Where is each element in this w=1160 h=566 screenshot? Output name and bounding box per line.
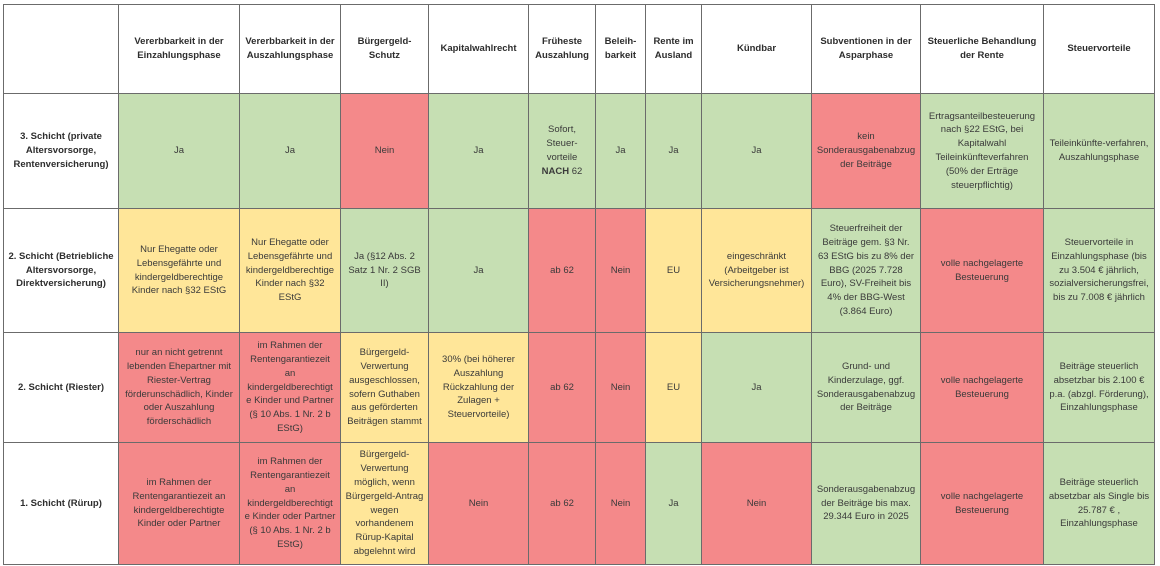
table-cell: Ja xyxy=(701,332,812,443)
table-cell: Sofort, Steuer-vorteile NACH 62 xyxy=(528,93,596,209)
table-cell: nur an nicht getrennt lebenden Ehepartne… xyxy=(118,332,240,443)
table-cell: Grund- und Kinderzulage, ggf. Sonderausg… xyxy=(811,332,921,443)
table-cell: ab 62 xyxy=(528,332,596,443)
table-cell: im Rahmen der Rentengarantiezeit an kind… xyxy=(239,332,341,443)
table-cell: ab 62 xyxy=(528,442,596,565)
table-cell: im Rahmen der Rentengarantiezeit an kind… xyxy=(239,442,341,565)
table-row: 2. Schicht (Riester) nur an nicht getrenn… xyxy=(3,332,1155,443)
table-cell: Ja xyxy=(701,93,812,209)
table-cell: EU xyxy=(645,208,702,333)
cell-text: 62 xyxy=(569,165,583,177)
table-row: 3. Schicht (private Altersvorsorge, Rent… xyxy=(3,93,1155,209)
column-header-kündbar: Kündbar xyxy=(701,4,812,94)
table-cell: Beiträge steuerlich absetzbar bis 2.100 … xyxy=(1043,332,1155,443)
column-header-früheste-auszahlung: Früheste Auszahlung xyxy=(528,4,596,94)
table-row: 1. Schicht (Rürup) im Rahmen der Rentenga… xyxy=(3,442,1155,565)
row-header: 2. Schicht (Betriebliche Altersvorsorge,… xyxy=(3,208,119,333)
table-cell: 30% (bei höherer Auszahlung Rückzahlung … xyxy=(428,332,529,443)
table-cell: Nein xyxy=(428,442,529,565)
table-cell: Ja xyxy=(645,93,702,209)
column-header-kapitalwahlrecht: Kapitalwahlrecht xyxy=(428,4,529,94)
cell-text: Sofort, Steuer-vorteile xyxy=(546,124,578,163)
column-header-rente-im-ausland: Rente im Ausland xyxy=(645,4,702,94)
column-header-vererbbarkeit-in-der-auszahlungsphase: Vererbbarkeit in der Auszahlungsphase xyxy=(239,4,341,94)
column-header-steuerliche-behandlung-der-rente: Steuerliche Behandlung der Rente xyxy=(920,4,1044,94)
table-cell: volle nachgelagerte Besteuerung xyxy=(920,442,1044,565)
table-cell: EU xyxy=(645,332,702,443)
row-header: 2. Schicht (Riester) xyxy=(3,332,119,443)
table-cell: Ja (§12 Abs. 2 Satz 1 Nr. 2 SGB II) xyxy=(340,208,429,333)
column-header-steuervorteile: Steuervorteile xyxy=(1043,4,1155,94)
column-header-bürgergeld-schutz: Bürgergeld-Schutz xyxy=(340,4,429,94)
table-cell: Bürgergeld-Verwertung ausgeschlossen, so… xyxy=(340,332,429,443)
table-cell: Nein xyxy=(340,93,429,209)
row-header: 1. Schicht (Rürup) xyxy=(3,442,119,565)
table-cell: Nein xyxy=(701,442,812,565)
row-header: 3. Schicht (private Altersvorsorge, Rent… xyxy=(3,93,119,209)
table-cell: Steuervorteile in Einzahlungsphase (bis … xyxy=(1043,208,1155,333)
table-cell: Ja xyxy=(595,93,646,209)
header-corner-cell xyxy=(3,4,119,94)
table-cell: Ja xyxy=(428,208,529,333)
table-cell: Nur Ehegatte oder Lebensgefährte und kin… xyxy=(118,208,240,333)
table-cell: Nur Ehegatte oder Lebensgefährte und kin… xyxy=(239,208,341,333)
table-cell: Nein xyxy=(595,332,646,443)
table-cell: Nein xyxy=(595,442,646,565)
comparison-table: Vererbbarkeit in der Einzahlungsphase Ver… xyxy=(3,4,1155,565)
table-cell: ab 62 xyxy=(528,208,596,333)
column-header-vererbbarkeit-in-der-einzahlungsphase: Vererbbarkeit in der Einzahlungsphase xyxy=(118,4,240,94)
table-cell: Ja xyxy=(239,93,341,209)
table-cell: Beiträge steuerlich absetzbar als Single… xyxy=(1043,442,1155,565)
table-cell: volle nachgelagerte Besteuerung xyxy=(920,208,1044,333)
table-row: 2. Schicht (Betriebliche Altersvorsorge,… xyxy=(3,208,1155,333)
column-header-subventionen-in-der-asparphase: Subventionen in der Asparphase xyxy=(811,4,921,94)
header-row: Vererbbarkeit in der Einzahlungsphase Ver… xyxy=(3,4,1155,94)
table-cell: eingeschränkt (Arbeitgeber ist Versicher… xyxy=(701,208,812,333)
table-cell: Bürgergeld-Verwertung möglich, wenn Bürg… xyxy=(340,442,429,565)
table-cell: Ja xyxy=(645,442,702,565)
table-cell: kein Sonderausgabenabzug der Beiträge xyxy=(811,93,921,209)
table-cell: im Rahmen der Rentengarantiezeit an kind… xyxy=(118,442,240,565)
table-cell: Sonderausgabenabzug der Beiträge bis max… xyxy=(811,442,921,565)
table-cell: Ja xyxy=(428,93,529,209)
table-cell: Teileinkünfte-verfahren, Auszahlungsphas… xyxy=(1043,93,1155,209)
table-cell: Ja xyxy=(118,93,240,209)
table-cell: volle nachgelagerte Besteuerung xyxy=(920,332,1044,443)
cell-emphasis: NACH xyxy=(541,165,570,177)
table-cell: Nein xyxy=(595,208,646,333)
table-cell: Ertragsanteilbesteuerung nach §22 EStG, … xyxy=(920,93,1044,209)
table-cell: Steuerfreiheit der Beiträge gem. §3 Nr. … xyxy=(811,208,921,333)
column-header-beleih-barkeit: Beleih-barkeit xyxy=(595,4,646,94)
